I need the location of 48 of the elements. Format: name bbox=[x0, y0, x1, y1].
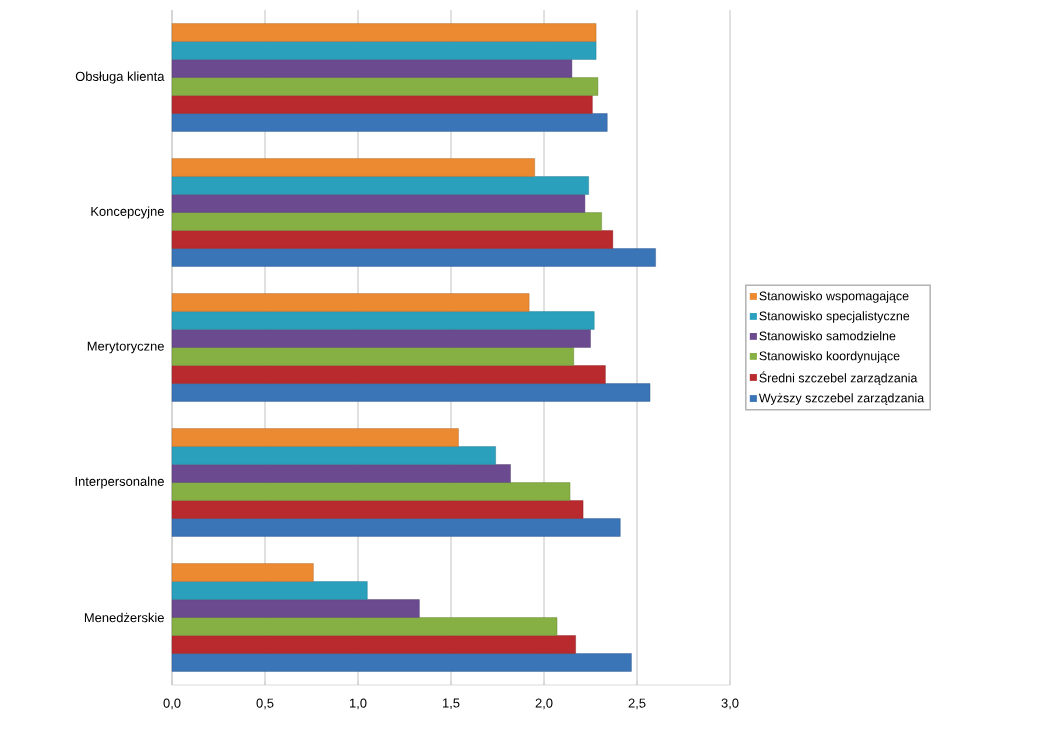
x-tick-label: 2,0 bbox=[535, 698, 553, 710]
bar bbox=[171, 428, 459, 447]
x-tick-label: 1,0 bbox=[349, 698, 367, 710]
bar bbox=[171, 329, 591, 348]
bar bbox=[171, 482, 571, 501]
y-tick-label: Koncepcyjne bbox=[91, 206, 164, 219]
bar bbox=[171, 599, 420, 618]
bar bbox=[171, 77, 599, 96]
bar bbox=[171, 176, 589, 195]
legend-label: Stanowisko specjalistyczne bbox=[759, 311, 910, 323]
x-tick-label: 0,5 bbox=[256, 698, 274, 710]
bar bbox=[171, 212, 602, 231]
bar bbox=[171, 194, 586, 213]
bar bbox=[171, 500, 584, 519]
y-tick-label: Menedżerskie bbox=[84, 612, 164, 623]
legend-label: Średni szczebel zarządzania bbox=[759, 371, 918, 385]
bar bbox=[171, 563, 314, 582]
bar bbox=[171, 464, 511, 483]
x-tick-label: 2,5 bbox=[628, 698, 646, 710]
bar bbox=[171, 59, 573, 78]
bar bbox=[171, 365, 606, 384]
bar bbox=[171, 41, 597, 60]
legend-label: Stanowisko koordynujące bbox=[759, 351, 900, 363]
bar bbox=[171, 158, 535, 177]
legend-label: Stanowisko samodzielne bbox=[759, 331, 896, 341]
bar bbox=[171, 653, 632, 672]
bar bbox=[171, 581, 368, 600]
bar bbox=[171, 311, 595, 330]
y-tick-label: Merytoryczne bbox=[87, 341, 164, 354]
x-tick-label: 0,0 bbox=[163, 698, 181, 710]
bar bbox=[171, 617, 558, 636]
bar bbox=[171, 347, 574, 366]
legend-label: Stanowisko wspomagające bbox=[759, 291, 909, 303]
bar bbox=[171, 635, 576, 654]
bar bbox=[171, 248, 656, 267]
x-tick-label: 1,5 bbox=[442, 698, 460, 710]
bar bbox=[171, 446, 496, 465]
x-tick-label: 3,0 bbox=[721, 698, 739, 710]
bar bbox=[171, 518, 621, 537]
legend-label: Wyższy szczebel zarządzania bbox=[758, 393, 925, 405]
bar bbox=[171, 113, 608, 132]
bar bbox=[171, 23, 597, 42]
y-tick-label: Obsługa klienta bbox=[75, 71, 165, 84]
bar bbox=[171, 230, 614, 249]
y-tick-label: Interpersonalne bbox=[75, 476, 164, 489]
bar bbox=[171, 293, 530, 312]
bar bbox=[171, 95, 593, 114]
bar bbox=[171, 383, 651, 402]
